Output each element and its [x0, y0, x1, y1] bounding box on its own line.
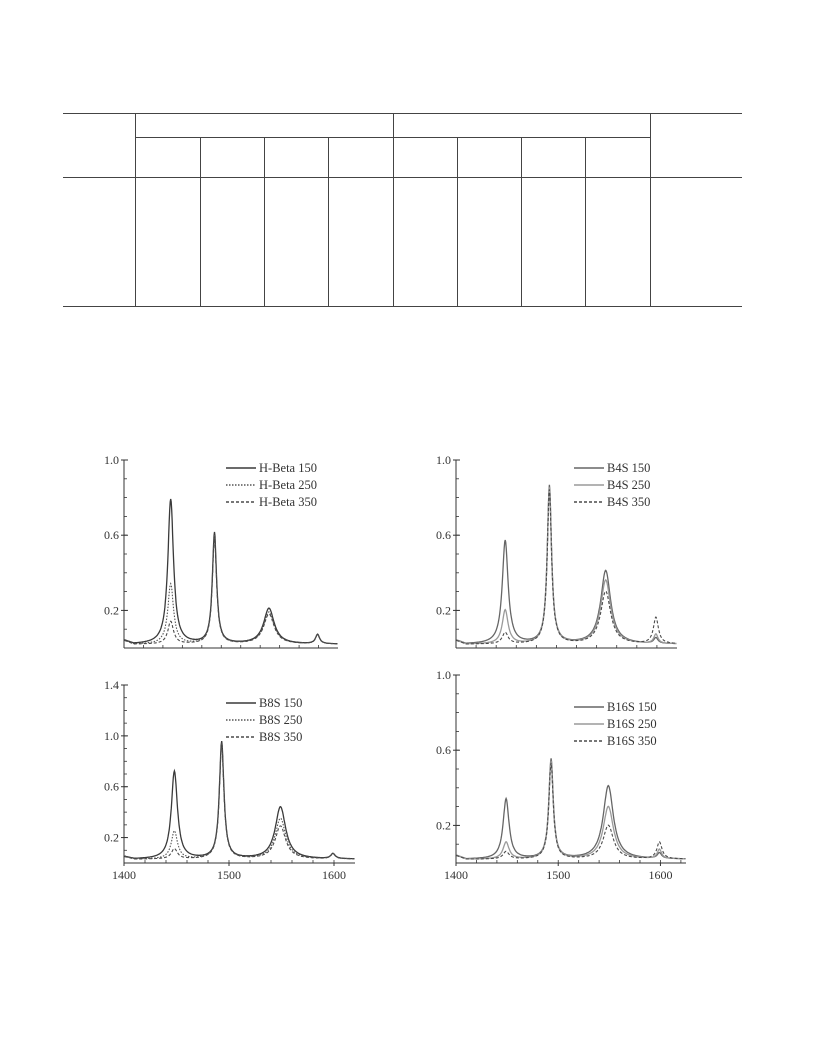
table-top-rule	[63, 113, 742, 114]
series-line	[456, 487, 677, 645]
y-tick-label: 1.0	[104, 729, 119, 743]
table-column-rule	[650, 113, 651, 306]
table-column-rule	[200, 137, 201, 306]
legend-label: B4S 250	[607, 478, 650, 492]
table-column-rule	[521, 137, 522, 306]
legend-label: B4S 150	[607, 461, 650, 475]
x-tick-label: 1500	[217, 868, 241, 882]
legend-label: H-Beta 150	[259, 461, 317, 475]
table-column-rule	[393, 113, 394, 306]
legend-label: B8S 250	[259, 713, 302, 727]
y-tick-label: 1.0	[104, 453, 119, 467]
legend-label: B4S 350	[607, 495, 650, 509]
legend-label: B16S 250	[607, 717, 657, 731]
table-column-rule	[585, 137, 586, 306]
y-tick-label: 0.6	[104, 780, 119, 794]
spectrum-chart-h-beta: 0.2 0.6 1.0 H-Beta 150 H-Beta 250 H-Beta 350	[104, 453, 338, 649]
legend-label: B16S 150	[607, 700, 657, 714]
x-tick-label: 1400	[444, 868, 468, 882]
y-tick-label: 0.2	[436, 818, 451, 832]
y-tick-label: 0.6	[436, 528, 451, 542]
x-tick-label: 1600	[648, 868, 672, 882]
series-line	[456, 489, 677, 645]
series-line	[124, 498, 338, 645]
legend-label: H-Beta 350	[259, 495, 317, 509]
spectrum-chart-b4s: 0.2 0.6 1.0 B4S 150 B4S 250 B4S 350	[436, 453, 677, 649]
series-line	[124, 741, 355, 860]
legend-label: B8S 350	[259, 730, 302, 744]
legend-label: H-Beta 250	[259, 478, 317, 492]
x-tick-label: 1600	[322, 868, 346, 882]
y-tick-label: 0.6	[104, 528, 119, 542]
x-tick-label: 1500	[546, 868, 570, 882]
y-tick-label: 0.2	[104, 603, 119, 617]
series-line	[124, 534, 338, 645]
y-tick-label: 0.6	[436, 743, 451, 757]
legend-label: B8S 150	[259, 696, 302, 710]
series-line	[456, 760, 686, 860]
table-column-rule	[135, 113, 136, 306]
data-table	[0, 0, 816, 330]
y-tick-label: 0.2	[104, 831, 119, 845]
spectrum-chart-b8s: 0.2 0.6 1.0 1.4 1400 1500 1600 B8S 150 B8S 250 B8…	[104, 678, 355, 882]
series-line	[124, 536, 338, 645]
series-line	[456, 762, 686, 860]
series-line	[124, 742, 355, 860]
series-line	[124, 744, 355, 860]
table-header-bottom-rule	[63, 177, 742, 178]
y-tick-label: 0.2	[436, 603, 451, 617]
x-tick-label: 1400	[112, 868, 136, 882]
legend-label: B16S 350	[607, 734, 657, 748]
y-tick-label: 1.4	[104, 678, 119, 692]
table-column-rule	[457, 137, 458, 306]
spectrum-chart-b16s: 0.2 0.6 1.0 1400 1500 1600 B16S 150 B16S 250 B16…	[436, 668, 686, 882]
series-line	[456, 758, 686, 860]
table-column-rule	[328, 137, 329, 306]
y-tick-label: 1.0	[436, 668, 451, 682]
table-column-rule	[264, 137, 265, 306]
table-bottom-rule	[63, 306, 742, 307]
y-tick-label: 1.0	[436, 453, 451, 467]
